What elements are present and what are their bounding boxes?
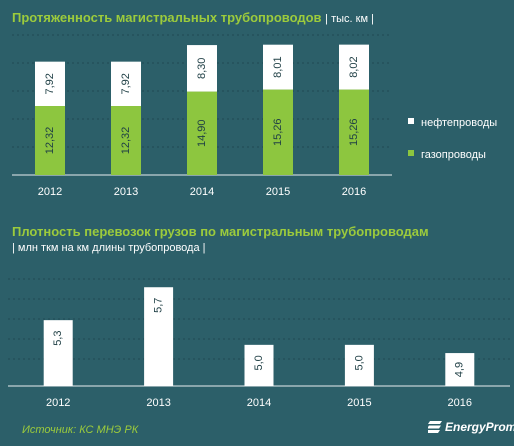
chart1-unit: | тыс. км | bbox=[325, 13, 374, 25]
brand-name: EnergyProm bbox=[445, 420, 514, 434]
chart1-bar-0-2015 bbox=[263, 89, 293, 175]
chart1-bar-0-2016 bbox=[339, 89, 369, 175]
chart1-data-label: 15,26 bbox=[272, 119, 284, 147]
energyprom-logo-icon bbox=[428, 421, 442, 433]
chart2-bar-2015 bbox=[344, 344, 374, 386]
chart1-bar-1-2013 bbox=[111, 61, 141, 107]
chart2-unit: | млн ткм на км длины трубопровода | bbox=[12, 242, 206, 254]
chart2-bar-2016 bbox=[445, 353, 475, 386]
chart2-data-label: 5,0 bbox=[253, 355, 265, 370]
chart1-bar-0-2012 bbox=[35, 106, 65, 175]
chart1-x-tick-label: 2015 bbox=[266, 186, 290, 198]
chart1-data-label: 12,32 bbox=[44, 127, 56, 155]
chart1-data-label: 7,92 bbox=[120, 73, 132, 94]
chart2-x-tick-label: 2016 bbox=[448, 397, 472, 409]
chart1-bar-1-2016 bbox=[339, 44, 369, 90]
chart1-data-label: 12,32 bbox=[120, 127, 132, 155]
chart1-data-label: 15,26 bbox=[348, 119, 360, 147]
chart2-title: Плотность перевозок грузов по магистраль… bbox=[12, 224, 429, 239]
chart2-x-tick-label: 2015 bbox=[347, 397, 371, 409]
chart2-data-label: 5,3 bbox=[52, 331, 64, 346]
chart1-plot: 12,32 7,92 2012 12,32 7,92 2013 14,90 8,30 2014 1… bbox=[12, 34, 497, 198]
chart1-x-tick-label: 2012 bbox=[38, 186, 62, 198]
chart1-bar-1-2012 bbox=[35, 61, 65, 107]
chart1-legend-swatch-0 bbox=[408, 118, 414, 124]
chart1-data-label: 8,01 bbox=[272, 56, 284, 77]
chart1-title-block: Протяженность магистральных трубопроводо… bbox=[12, 10, 374, 25]
chart1-legend-label: газопроводы bbox=[421, 149, 486, 161]
chart2-plot: 5,3 2012 5,7 2013 5,0 2014 5,0 2015 4,9 2016 bbox=[8, 278, 510, 409]
chart2-x-tick-label: 2013 bbox=[146, 397, 170, 409]
chart2-x-tick-label: 2014 bbox=[247, 397, 271, 409]
chart1-x-tick-label: 2016 bbox=[342, 186, 366, 198]
chart2-bar-2014 bbox=[244, 344, 274, 386]
chart1-bar-1-2014 bbox=[187, 45, 217, 92]
chart1-legend-swatch-1 bbox=[408, 150, 414, 156]
chart1-title: Протяженность магистральных трубопроводо… bbox=[12, 10, 322, 25]
energyprom-logo: EnergyProm bbox=[428, 420, 514, 434]
chart2-bar-2013 bbox=[144, 287, 174, 386]
chart1-bar-1-2015 bbox=[263, 44, 293, 90]
source-note: Источник: КС МНЭ РК bbox=[22, 424, 139, 436]
chart1-x-tick-label: 2014 bbox=[190, 186, 214, 198]
chart1-data-label: 7,92 bbox=[44, 73, 56, 94]
chart1-data-label: 14,90 bbox=[196, 120, 208, 148]
chart2-data-label: 5,7 bbox=[153, 298, 165, 313]
chart1-data-label: 8,02 bbox=[348, 56, 360, 77]
chart1-bar-0-2013 bbox=[111, 106, 141, 175]
chart2-bar-2012 bbox=[43, 320, 73, 386]
chart2-x-tick-label: 2012 bbox=[46, 397, 70, 409]
chart1-bar-0-2014 bbox=[187, 91, 217, 175]
chart2-data-label: 4,9 bbox=[454, 362, 466, 377]
chart1-legend-label: нефтепроводы bbox=[421, 117, 497, 129]
chart1-data-label: 8,30 bbox=[196, 58, 208, 79]
chart2-data-label: 5,0 bbox=[353, 355, 365, 370]
chart1-x-tick-label: 2013 bbox=[114, 186, 138, 198]
